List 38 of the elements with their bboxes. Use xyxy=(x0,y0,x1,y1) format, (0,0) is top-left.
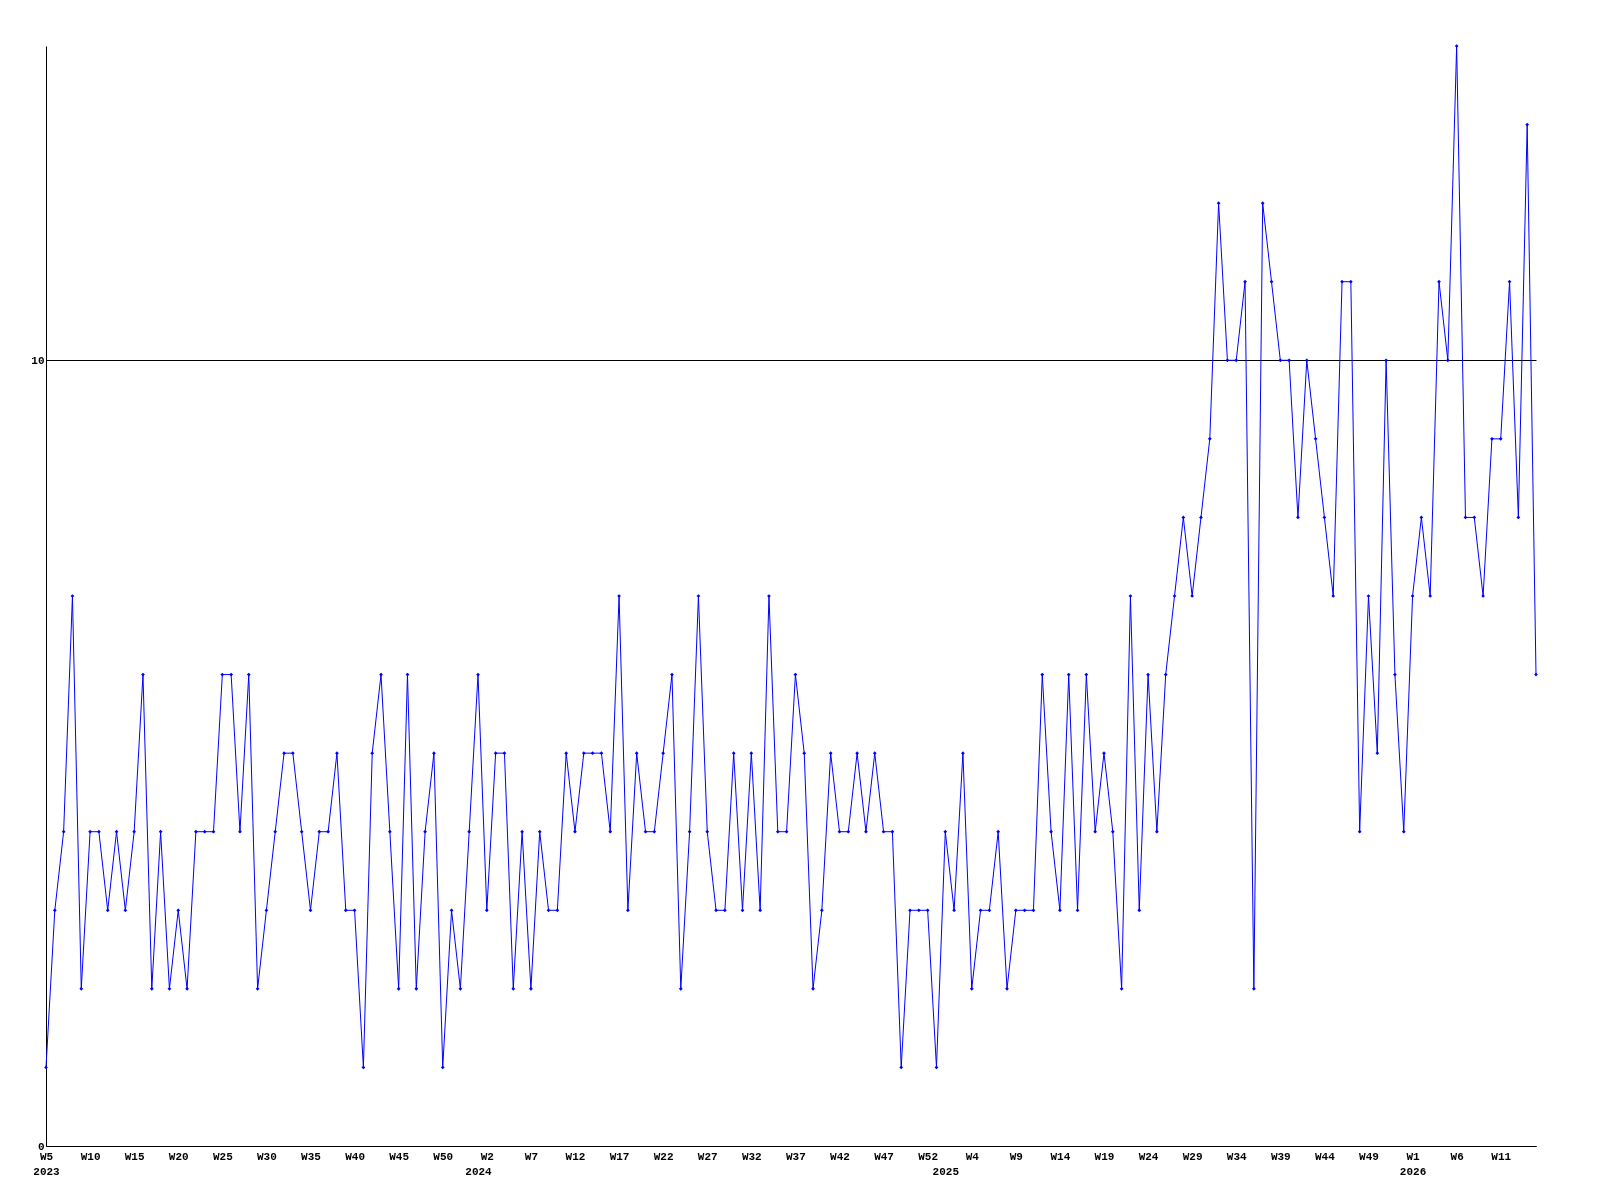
x-tick-label: W7 xyxy=(524,1150,539,1163)
x-tick-label: W14 xyxy=(1050,1150,1071,1163)
y-tick-label: 10 xyxy=(31,354,45,367)
x-tick-label: W29 xyxy=(1182,1150,1203,1163)
x-tick-label: W10 xyxy=(80,1150,101,1163)
x-tick-label: W2 xyxy=(480,1150,494,1163)
x-tick-label: W37 xyxy=(786,1150,806,1163)
x-tick-label: W12 xyxy=(565,1150,586,1163)
y-tick-label: 0 xyxy=(37,1140,45,1153)
x-tick-label: 2024 xyxy=(465,1165,493,1178)
x-tick-label: W11 xyxy=(1491,1150,1512,1163)
x-tick-label: W52 xyxy=(918,1150,939,1163)
x-tick-label: W27 xyxy=(697,1150,718,1163)
x-tick-label: W9 xyxy=(1009,1150,1023,1163)
x-tick-label: W30 xyxy=(257,1150,277,1163)
x-tick-label: W20 xyxy=(168,1150,189,1163)
x-tick-label: W39 xyxy=(1270,1150,1291,1163)
x-tick-label: W42 xyxy=(830,1150,850,1163)
x-tick-label: W1 2026 xyxy=(1399,1150,1427,1178)
x-tick-label: W40 xyxy=(345,1150,365,1163)
x-tick-label: W24 xyxy=(1138,1150,1159,1163)
x-tick-label: W25 xyxy=(212,1150,234,1163)
x-tick-label: W5 2023 xyxy=(33,1150,61,1178)
x-tick-label: W17 xyxy=(609,1150,630,1163)
x-tick-label: W15 xyxy=(124,1150,145,1163)
x-tick-label: W44 xyxy=(1315,1150,1336,1163)
x-tick-label: W32 xyxy=(741,1150,762,1163)
x-tick-label: 2025 xyxy=(932,1165,960,1178)
x-tick-label: W19 xyxy=(1094,1150,1115,1163)
x-tick-label: W45 xyxy=(389,1150,410,1163)
x-tick-label: W47 xyxy=(874,1150,894,1163)
x-tick-label: W22 xyxy=(653,1150,674,1163)
x-tick-label: W50 xyxy=(433,1150,454,1163)
x-tick-label: W4 xyxy=(965,1150,980,1163)
x-tick-label: W49 xyxy=(1359,1150,1379,1163)
x-tick-label: W35 xyxy=(301,1150,322,1163)
x-tick-label: W6 xyxy=(1450,1150,1464,1163)
x-tick-label: W34 xyxy=(1226,1150,1248,1163)
